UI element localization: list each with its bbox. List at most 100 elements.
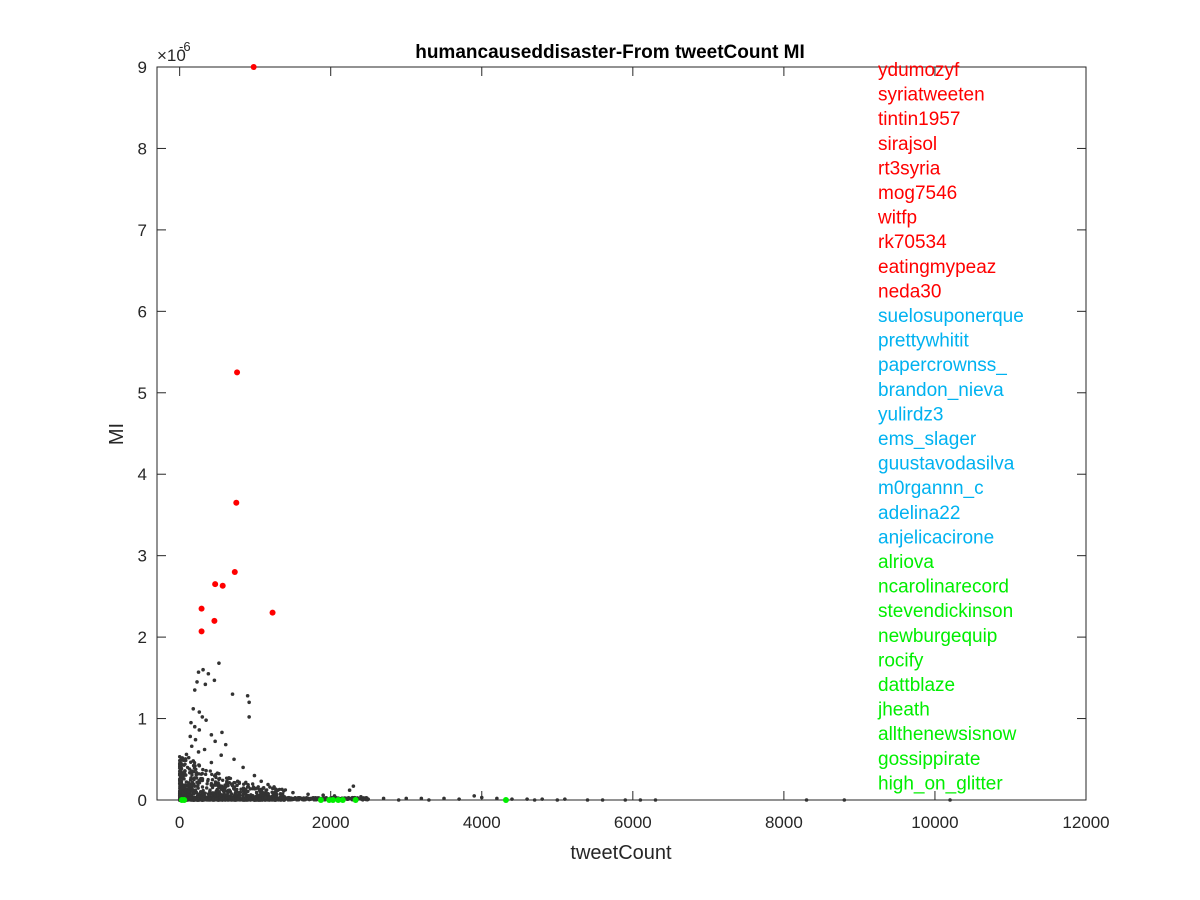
background-point [248, 797, 253, 802]
user-label: newburgequip [878, 626, 997, 647]
background-point [192, 766, 197, 770]
user-label: suelosuponerque [878, 306, 1024, 327]
data-point [180, 774, 185, 779]
data-point [191, 759, 196, 763]
data-point [457, 797, 461, 801]
y-tick-label: 7 [138, 221, 147, 240]
data-point [245, 693, 250, 698]
data-point [352, 797, 359, 803]
user-label: prettywhitit [878, 331, 970, 352]
background-point [227, 781, 232, 785]
data-point [427, 798, 431, 802]
data-point [804, 798, 809, 802]
y-axis-label: MI [106, 423, 128, 445]
data-point [638, 798, 643, 802]
background-point [195, 780, 199, 784]
background-point [206, 779, 210, 783]
data-point [209, 760, 214, 765]
background-point [349, 796, 354, 801]
x-tick-label: 4000 [463, 813, 501, 832]
x-tick-label: 12000 [1062, 813, 1109, 832]
data-point [502, 797, 509, 803]
y-tick-label: 2 [138, 628, 147, 647]
user-label: high_on_glitter [878, 773, 1003, 794]
background-point [366, 797, 371, 801]
chart-title: humancauseddisaster-From tweetCount MI [415, 42, 805, 63]
user-label: gossippirate [878, 749, 980, 770]
data-point [479, 795, 484, 800]
background-point [205, 786, 209, 790]
data-point [181, 797, 188, 803]
background-point [178, 782, 183, 786]
data-point [396, 798, 401, 802]
background-point [196, 786, 200, 790]
background-point [196, 783, 200, 787]
user-label: rk70534 [878, 232, 947, 253]
data-point [211, 617, 218, 624]
data-point [291, 790, 295, 795]
background-point [207, 797, 212, 801]
background-point [249, 793, 253, 797]
data-point [495, 796, 499, 801]
data-point [201, 667, 205, 672]
background-point [202, 798, 206, 802]
data-point [217, 661, 221, 665]
background-point [201, 767, 205, 772]
background-point [312, 798, 316, 802]
user-label: alriova [878, 552, 934, 573]
background-point [251, 787, 255, 791]
x-tick-label: 6000 [614, 813, 652, 832]
background-point [264, 790, 268, 794]
background-point [198, 778, 202, 783]
background-point [248, 787, 253, 791]
data-point [184, 780, 189, 784]
user-label: allthenewsisnow [878, 724, 1017, 745]
background-point [191, 787, 195, 792]
y-tick-label: 5 [138, 384, 147, 403]
background-point [184, 773, 188, 777]
data-point [223, 742, 228, 747]
data-point [182, 770, 186, 775]
background-point [188, 793, 192, 797]
background-point [273, 797, 278, 801]
data-point [204, 718, 208, 722]
y-tick-label: 8 [138, 139, 147, 158]
data-point [306, 792, 310, 797]
data-point [186, 755, 191, 760]
data-point [219, 753, 223, 758]
background-point [230, 796, 235, 800]
background-point [232, 780, 236, 785]
background-point [236, 797, 240, 801]
background-point [181, 758, 186, 762]
background-point [239, 787, 243, 791]
background-point [280, 793, 284, 797]
data-point [233, 499, 240, 506]
background-point [193, 796, 197, 800]
data-point [192, 688, 197, 692]
data-point [204, 768, 208, 773]
data-point [250, 64, 257, 70]
y-tick-label: 0 [138, 791, 147, 810]
background-point [210, 772, 214, 777]
user-label: syriatweeten [878, 85, 985, 106]
background-point [208, 789, 212, 793]
data-point [220, 730, 224, 735]
data-point [241, 765, 245, 770]
data-point [653, 798, 658, 802]
data-point [272, 785, 276, 789]
data-point [197, 710, 202, 714]
y-exponent-power: -6 [179, 39, 191, 54]
data-point [189, 720, 193, 725]
data-point [247, 700, 251, 705]
data-point [200, 715, 205, 719]
background-point [192, 791, 196, 796]
background-point [177, 766, 182, 770]
data-point [276, 788, 280, 793]
data-point [623, 798, 628, 802]
background-point [213, 780, 218, 784]
background-point [241, 798, 246, 802]
data-point [510, 797, 514, 801]
background-point [214, 797, 219, 801]
data-point [183, 762, 187, 766]
background-point [188, 796, 193, 800]
